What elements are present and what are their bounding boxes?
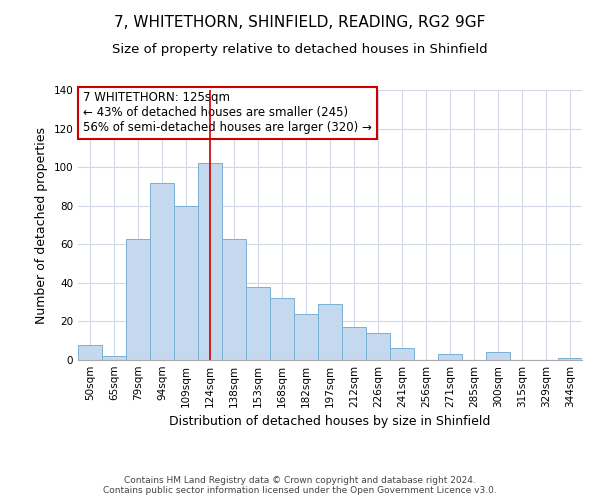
Text: 7 WHITETHORN: 125sqm
← 43% of detached houses are smaller (245)
56% of semi-deta: 7 WHITETHORN: 125sqm ← 43% of detached h…	[83, 92, 372, 134]
Y-axis label: Number of detached properties: Number of detached properties	[35, 126, 48, 324]
Bar	[102, 356, 126, 360]
Bar	[150, 182, 174, 360]
X-axis label: Distribution of detached houses by size in Shinfield: Distribution of detached houses by size …	[169, 416, 491, 428]
Bar	[126, 238, 150, 360]
Bar	[270, 298, 294, 360]
Bar	[174, 206, 198, 360]
Bar	[390, 348, 414, 360]
Bar	[294, 314, 318, 360]
Bar	[222, 238, 246, 360]
Text: Contains HM Land Registry data © Crown copyright and database right 2024.
Contai: Contains HM Land Registry data © Crown c…	[103, 476, 497, 495]
Bar	[78, 344, 102, 360]
Bar	[438, 354, 462, 360]
Text: 7, WHITETHORN, SHINFIELD, READING, RG2 9GF: 7, WHITETHORN, SHINFIELD, READING, RG2 9…	[115, 15, 485, 30]
Bar	[486, 352, 510, 360]
Bar	[318, 304, 342, 360]
Bar	[246, 286, 270, 360]
Bar	[558, 358, 582, 360]
Bar	[366, 333, 390, 360]
Text: Size of property relative to detached houses in Shinfield: Size of property relative to detached ho…	[112, 42, 488, 56]
Bar	[198, 164, 222, 360]
Bar	[342, 327, 366, 360]
